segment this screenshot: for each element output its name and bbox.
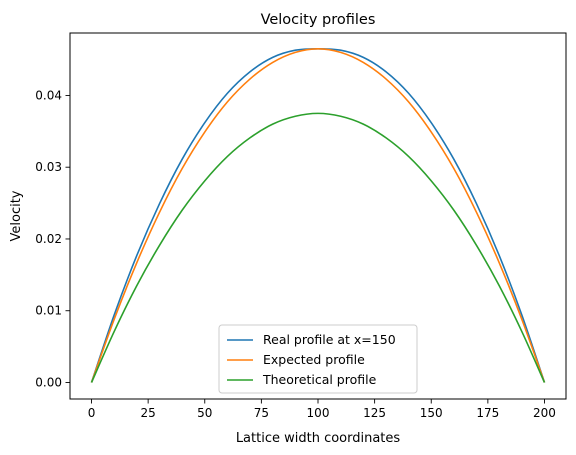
x-tick-label: 150 [420, 406, 443, 420]
y-tick-label: 0.00 [35, 375, 62, 389]
x-tick-label: 25 [140, 406, 155, 420]
series-line-theoretical [90, 112, 546, 383]
x-tick-label: 125 [363, 406, 386, 420]
y-tick-label: 0.01 [35, 304, 62, 318]
ticks-layer: 0 25 50 75 100 125 150 175 200 0.00 0.01 0.02 0.03 0.… [35, 88, 556, 420]
series-layer [90, 47, 546, 383]
legend-label-expected: Expected profile [263, 352, 365, 367]
series-line-expected [90, 47, 546, 383]
y-tick-label: 0.02 [35, 232, 62, 246]
x-tick-label: 75 [254, 406, 269, 420]
chart-title: Velocity profiles [261, 12, 376, 28]
legend-label-real: Real profile at x=150 [263, 332, 396, 347]
y-axis-title: Velocity [9, 190, 24, 241]
x-axis-title: Lattice width coordinates [236, 431, 401, 446]
y-tick-label: 0.04 [35, 88, 62, 102]
legend-box [218, 324, 418, 394]
x-tick-label: 175 [476, 406, 499, 420]
plot-frame [69, 32, 567, 400]
x-tick-label: 200 [533, 406, 556, 420]
x-tick-label: 0 [88, 406, 96, 420]
x-tick-label: 100 [307, 406, 330, 420]
legend: Real profile at x=150 Expected profile T… [218, 324, 418, 394]
x-tick-label: 50 [197, 406, 212, 420]
y-tick-label: 0.03 [35, 160, 62, 174]
legend-label-theoretical: Theoretical profile [262, 372, 377, 387]
